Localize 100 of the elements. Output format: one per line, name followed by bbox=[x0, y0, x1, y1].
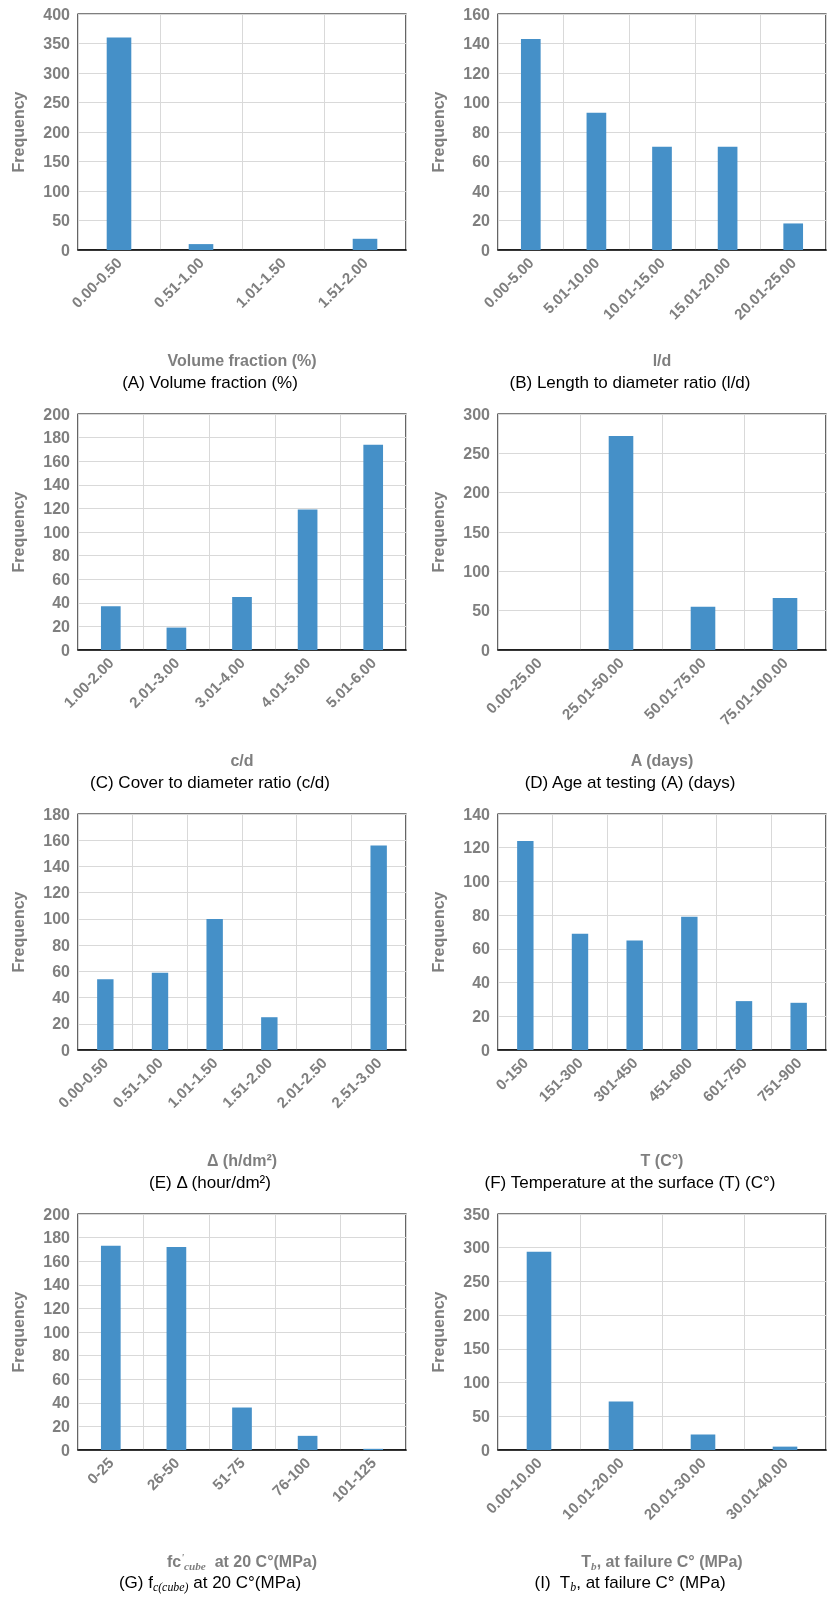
y-tick-label: 100 bbox=[463, 1374, 491, 1392]
bar bbox=[690, 1434, 716, 1450]
y-tick-label: 200 bbox=[463, 1306, 491, 1324]
text: (C) Cover to diameter ratio (c/d) bbox=[90, 773, 330, 792]
y-tick-label: 350 bbox=[43, 35, 71, 52]
y-tick-label: 180 bbox=[43, 429, 71, 447]
bar bbox=[297, 509, 318, 650]
y-tick-label: 350 bbox=[463, 1205, 491, 1223]
bar bbox=[520, 39, 541, 250]
y-tick-label: 60 bbox=[472, 940, 491, 958]
y-tick-label: 100 bbox=[43, 523, 71, 541]
y-tick-label: 0 bbox=[61, 641, 71, 659]
y-tick-label: 20 bbox=[472, 212, 491, 229]
bar bbox=[790, 1002, 807, 1050]
y-tick-label: 0 bbox=[481, 1041, 491, 1059]
y-tick-label: 140 bbox=[43, 1276, 71, 1294]
y-tick-label: 200 bbox=[43, 1205, 71, 1223]
bar bbox=[97, 979, 114, 1050]
bar bbox=[717, 146, 738, 250]
bar bbox=[735, 1001, 753, 1050]
y-tick-label: 100 bbox=[43, 910, 71, 928]
y-tick-label: 250 bbox=[43, 94, 71, 111]
y-tick-label: 160 bbox=[43, 1252, 71, 1270]
y-tick-label: 200 bbox=[43, 405, 71, 423]
y-tick-label: 40 bbox=[472, 974, 491, 992]
y-tick-label: 80 bbox=[52, 1347, 71, 1365]
text: (B) Length to diameter ratio (l/d) bbox=[509, 373, 751, 392]
y-tick-label: 150 bbox=[43, 153, 71, 170]
y-axis-title: Frequency bbox=[429, 91, 447, 173]
y-tick-label: 0 bbox=[481, 241, 491, 259]
y-tick-label: 140 bbox=[43, 476, 71, 494]
y-tick-label: 60 bbox=[52, 1370, 71, 1388]
bar bbox=[232, 1407, 252, 1450]
y-tick-label: 0 bbox=[481, 641, 491, 659]
y-axis-title: Frequency bbox=[429, 491, 447, 573]
y-axis-title: Frequency bbox=[9, 491, 27, 573]
y-tick-label: 180 bbox=[43, 1229, 71, 1247]
y-tick-label: 50 bbox=[472, 1407, 491, 1425]
bar bbox=[100, 606, 121, 650]
bar bbox=[166, 627, 187, 650]
y-tick-label: 300 bbox=[43, 64, 71, 82]
bar bbox=[297, 1435, 318, 1450]
y-tick-label: 140 bbox=[43, 857, 71, 875]
text: (F) Temperature at the surface (T) (C°) bbox=[484, 1173, 776, 1192]
y-tick-label: 80 bbox=[52, 547, 71, 565]
text: (E) Δ (hour/dm²) bbox=[149, 1173, 271, 1192]
y-tick-label: 400 bbox=[43, 5, 71, 23]
y-tick-label: 200 bbox=[43, 123, 71, 141]
bar bbox=[106, 37, 132, 250]
bar bbox=[626, 940, 643, 1050]
text: (D) Age at testing (A) (days) bbox=[524, 773, 736, 792]
y-tick-label: 40 bbox=[52, 1394, 71, 1412]
y-tick-label: 80 bbox=[52, 936, 71, 954]
y-tick-label: 150 bbox=[463, 1340, 491, 1358]
bar bbox=[363, 444, 384, 650]
y-tick-label: 120 bbox=[43, 1299, 71, 1317]
bar bbox=[352, 238, 378, 250]
y-tick-label: 120 bbox=[463, 64, 491, 82]
y-tick-label: 120 bbox=[463, 839, 491, 857]
y-tick-label: 40 bbox=[52, 594, 71, 612]
y-tick-label: 100 bbox=[463, 94, 491, 111]
y-tick-label: 80 bbox=[472, 123, 491, 141]
y-tick-label: 40 bbox=[52, 989, 71, 1007]
text: (A) Volume fraction (%) bbox=[122, 373, 298, 392]
bar bbox=[690, 606, 716, 650]
bar bbox=[232, 596, 252, 650]
y-tick-label: 20 bbox=[52, 1417, 71, 1435]
y-tick-label: 100 bbox=[463, 562, 491, 580]
y-tick-label: 0 bbox=[61, 1041, 71, 1059]
bar bbox=[608, 1401, 634, 1450]
y-tick-label: 20 bbox=[52, 1015, 71, 1033]
bar bbox=[571, 933, 589, 1050]
y-tick-label: 150 bbox=[463, 523, 491, 541]
y-tick-label: 250 bbox=[463, 444, 491, 462]
y-axis-title: Frequency bbox=[9, 91, 27, 173]
y-tick-label: 160 bbox=[463, 5, 491, 23]
y-tick-label: 50 bbox=[472, 602, 491, 620]
y-axis-title: Frequency bbox=[429, 891, 447, 973]
bar bbox=[526, 1251, 552, 1450]
y-tick-label: 100 bbox=[463, 872, 491, 890]
x-axis-title: A (days) bbox=[630, 751, 694, 769]
y-tick-label: 0 bbox=[61, 241, 71, 259]
bar bbox=[151, 972, 169, 1050]
bar bbox=[772, 598, 798, 650]
y-tick-label: 20 bbox=[52, 617, 71, 635]
bar bbox=[783, 223, 804, 250]
bar bbox=[652, 146, 672, 250]
y-tick-label: 120 bbox=[43, 884, 71, 902]
y-tick-label: 140 bbox=[463, 35, 491, 52]
bar bbox=[608, 436, 634, 650]
y-tick-label: 300 bbox=[463, 405, 491, 423]
y-tick-label: 60 bbox=[52, 962, 71, 980]
y-tick-label: 200 bbox=[463, 484, 491, 502]
y-tick-label: 160 bbox=[43, 831, 71, 849]
y-tick-label: 80 bbox=[472, 906, 491, 924]
bar bbox=[370, 845, 387, 1050]
y-tick-label: 140 bbox=[463, 805, 491, 823]
y-axis-title: Frequency bbox=[9, 1291, 27, 1373]
bar bbox=[166, 1247, 187, 1450]
x-axis-title: Volume fraction (%) bbox=[167, 351, 317, 369]
